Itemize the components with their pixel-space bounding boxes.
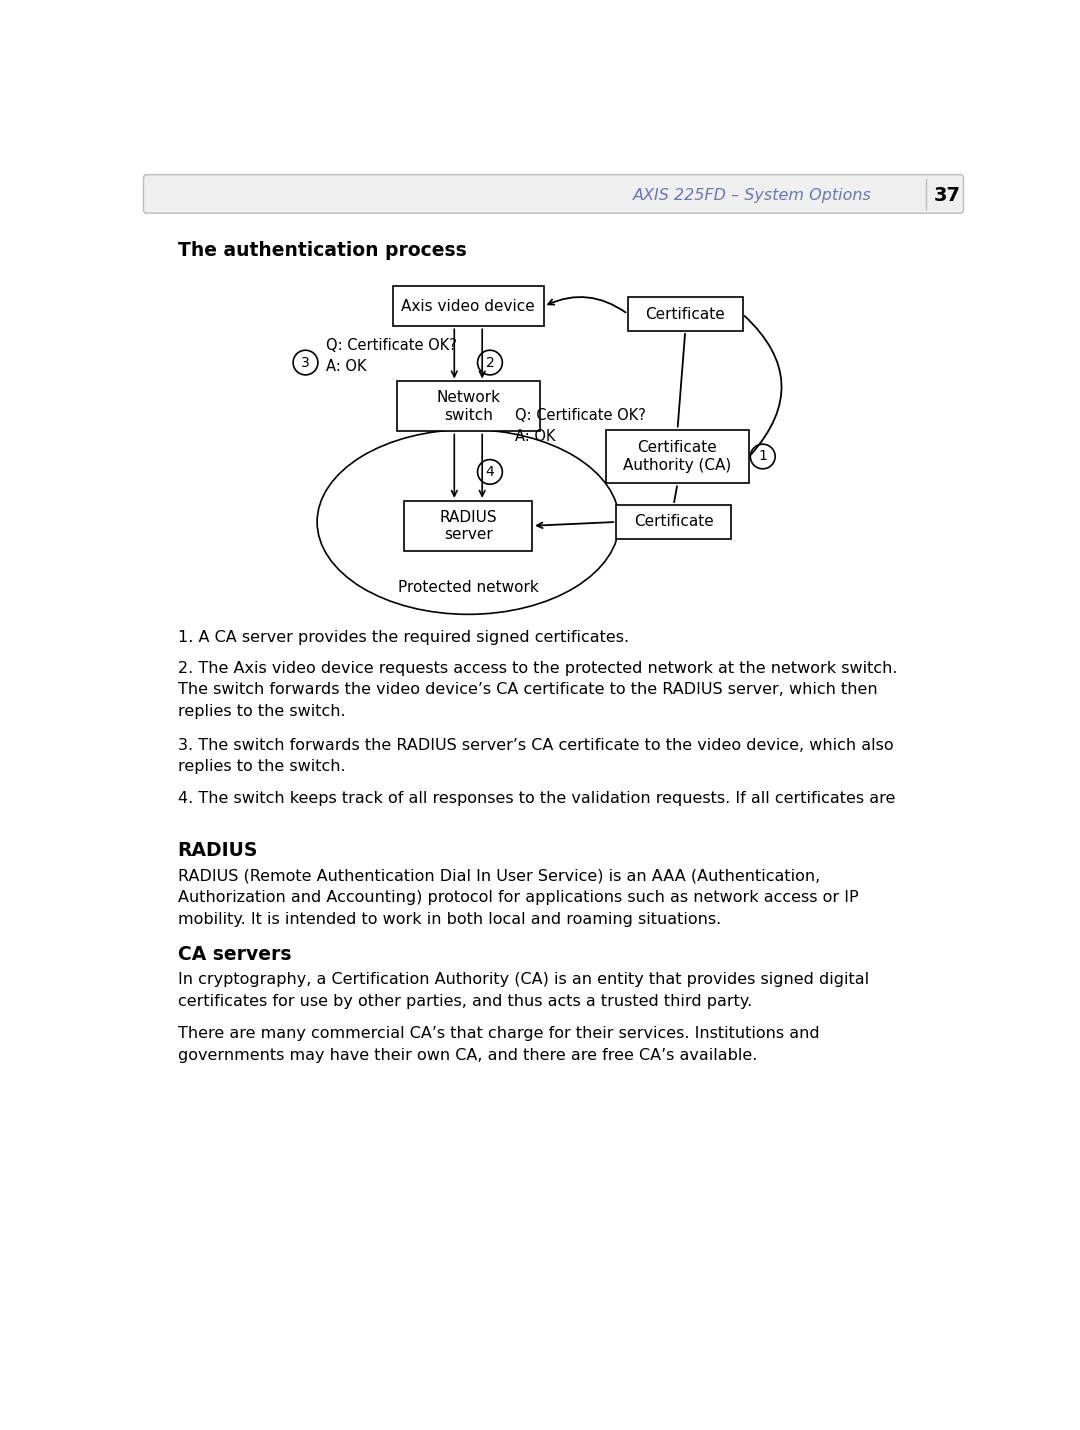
Text: In cryptography, a Certification Authority (CA) is an entity that provides signe: In cryptography, a Certification Authori… <box>177 972 868 1010</box>
Bar <box>627 297 743 330</box>
Text: Axis video device: Axis video device <box>402 299 535 313</box>
Text: Certificate: Certificate <box>634 515 714 529</box>
Text: Certificate: Certificate <box>646 306 725 322</box>
Text: 2. The Axis video device requests access to the protected network at the network: 2. The Axis video device requests access… <box>177 661 897 719</box>
Text: Q: Certificate OK?
A: OK: Q: Certificate OK? A: OK <box>326 339 457 375</box>
FancyBboxPatch shape <box>144 174 963 213</box>
Text: 4: 4 <box>486 465 495 479</box>
Text: The authentication process: The authentication process <box>177 240 467 260</box>
Text: Protected network: Protected network <box>397 581 539 595</box>
Bar <box>606 429 750 483</box>
Text: There are many commercial CA’s that charge for their services. Institutions and
: There are many commercial CA’s that char… <box>177 1027 820 1062</box>
Text: 1: 1 <box>758 449 767 463</box>
Text: 37: 37 <box>933 186 960 204</box>
Text: 2: 2 <box>486 356 495 369</box>
Text: 3. The switch forwards the RADIUS server’s CA certificate to the video device, w: 3. The switch forwards the RADIUS server… <box>177 738 893 774</box>
Text: Certificate
Authority (CA): Certificate Authority (CA) <box>623 440 731 473</box>
Text: RADIUS: RADIUS <box>177 841 258 861</box>
Text: AXIS 225FD – System Options: AXIS 225FD – System Options <box>633 187 872 203</box>
Bar <box>396 382 540 432</box>
Text: Q: Certificate OK?
A: OK: Q: Certificate OK? A: OK <box>515 408 646 443</box>
Text: RADIUS (Remote Authentication Dial In User Service) is an AAA (Authentication,
A: RADIUS (Remote Authentication Dial In Us… <box>177 868 859 927</box>
Text: 1. A CA server provides the required signed certificates.: 1. A CA server provides the required sig… <box>177 629 629 645</box>
Text: 3: 3 <box>301 356 310 369</box>
Bar <box>617 505 731 539</box>
Text: CA servers: CA servers <box>177 945 292 964</box>
Text: Network
switch: Network switch <box>436 390 500 423</box>
Bar <box>393 286 544 326</box>
Text: RADIUS
server: RADIUS server <box>440 509 497 542</box>
Bar <box>404 500 532 551</box>
Text: 4. The switch keeps track of all responses to the validation requests. If all ce: 4. The switch keeps track of all respons… <box>177 791 895 807</box>
